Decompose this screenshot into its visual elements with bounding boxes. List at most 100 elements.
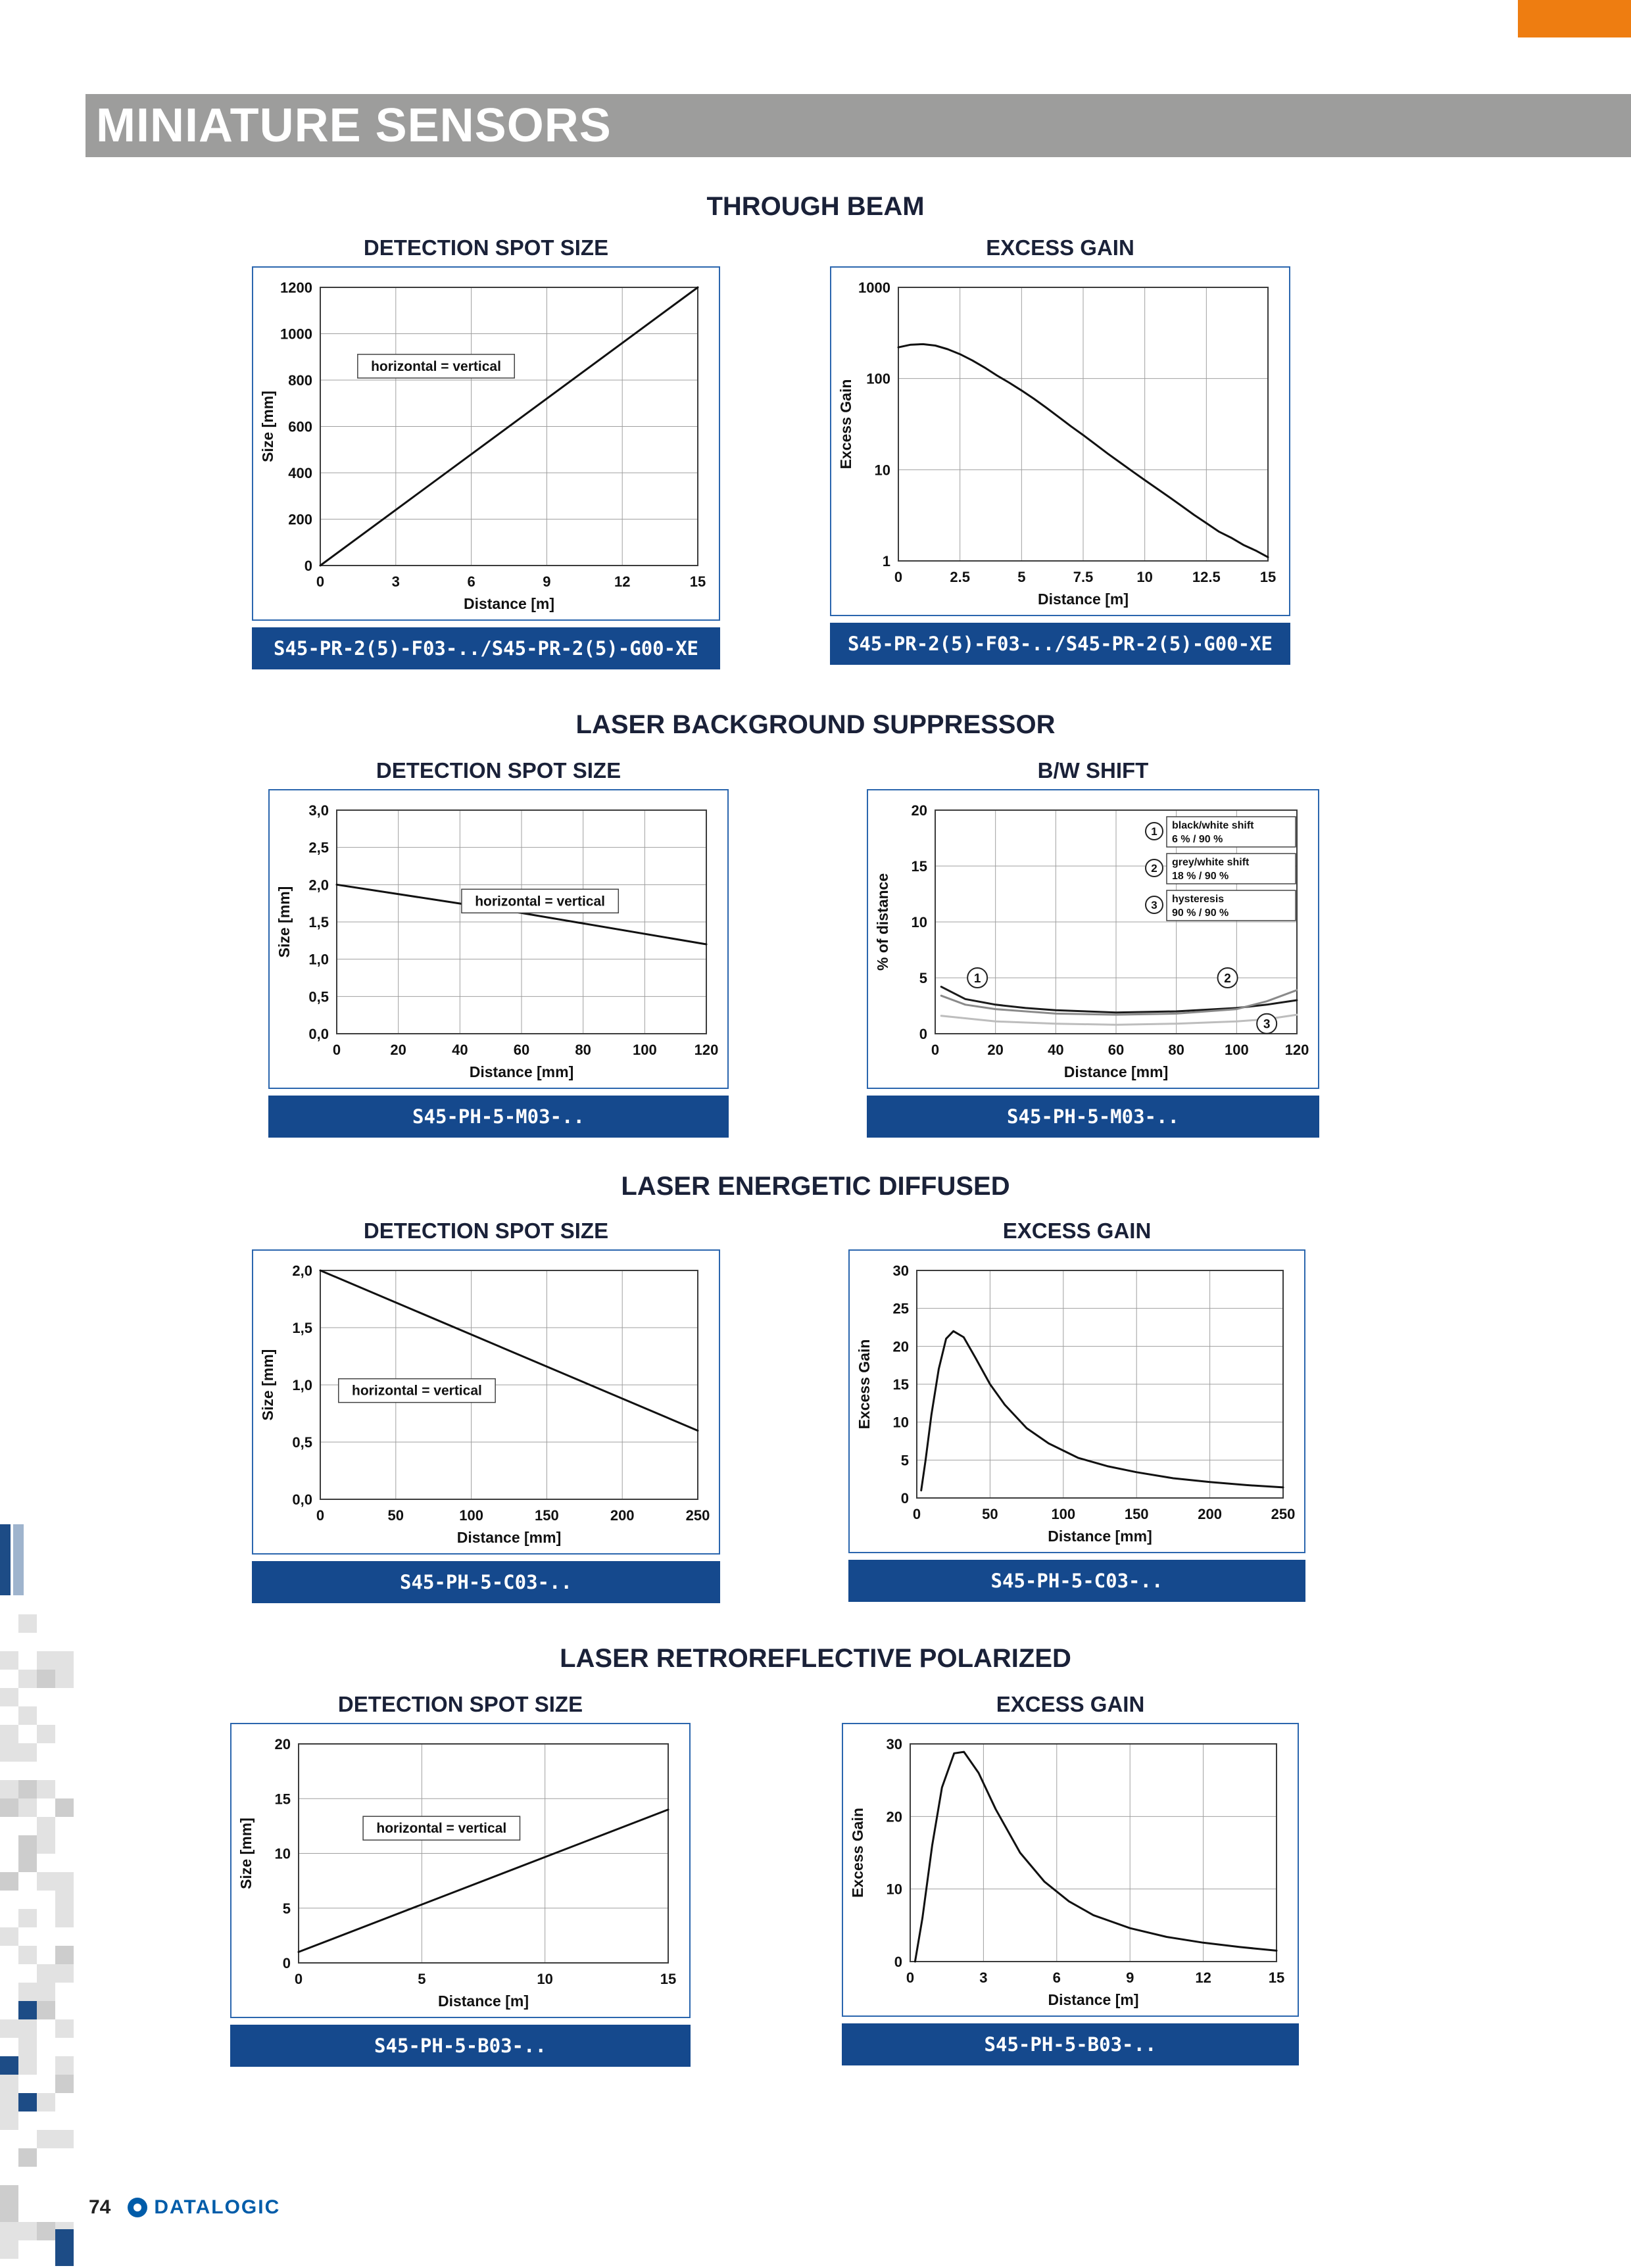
svg-text:Distance [m]: Distance [m]	[464, 595, 554, 612]
svg-text:0: 0	[304, 558, 312, 574]
svg-text:9: 9	[543, 573, 550, 590]
svg-text:horizontal = vertical: horizontal = vertical	[371, 359, 501, 374]
left-edge-bar-dark	[0, 1524, 11, 1595]
svg-text:2: 2	[1224, 972, 1231, 986]
svg-text:0: 0	[906, 1969, 914, 1986]
svg-text:80: 80	[1168, 1042, 1184, 1058]
svg-text:5: 5	[919, 970, 927, 986]
svg-text:15: 15	[660, 1971, 676, 1987]
svg-text:3,0: 3,0	[308, 802, 329, 819]
chart-block-energetic-spot: DETECTION SPOT SIZE 0 50 100 150 200 250 0,0 0,…	[252, 1218, 720, 1603]
chart-caption-bgs-bw-shift: S45-PH-5-M03-..	[867, 1096, 1319, 1138]
chart-canvas-retro-gain: 0 3 6 9 12 15 0 10 20 30 Distance [m] Excess Gain	[843, 1724, 1298, 2015]
svg-text:100: 100	[459, 1507, 483, 1524]
chart-canvas-energetic-spot: 0 50 100 150 200 250 0,0 0,5 1,0 1,5 2,0 Distance […	[253, 1251, 719, 1553]
chart-block-bgs-spot: DETECTION SPOT SIZE 0 20 40 60 80 100 120 0,0 0,…	[268, 758, 729, 1138]
page-title: MINIATURE SENSORS	[96, 99, 612, 152]
svg-text:0: 0	[913, 1506, 921, 1522]
chart-title-energetic-spot: DETECTION SPOT SIZE	[363, 1218, 609, 1243]
svg-text:600: 600	[288, 419, 312, 435]
svg-text:400: 400	[288, 465, 312, 481]
svg-text:20: 20	[275, 1736, 291, 1752]
svg-text:Size [mm]: Size [mm]	[259, 1349, 276, 1421]
svg-text:1,5: 1,5	[292, 1320, 312, 1336]
svg-text:90 % / 90 %: 90 % / 90 %	[1172, 907, 1229, 919]
svg-text:Distance [mm]: Distance [mm]	[457, 1529, 561, 1546]
svg-text:Distance [m]: Distance [m]	[1048, 1991, 1138, 2008]
svg-text:0: 0	[316, 573, 324, 590]
svg-text:1,0: 1,0	[308, 952, 329, 968]
svg-text:10: 10	[912, 914, 927, 930]
svg-text:2.5: 2.5	[950, 569, 970, 585]
svg-text:3: 3	[1263, 1018, 1271, 1032]
svg-text:0: 0	[283, 1955, 291, 1971]
decorative-blue-square	[55, 2229, 74, 2266]
chart-caption-through-beam-spot: S45-PR-2(5)-F03-../S45-PR-2(5)-G00-XE	[252, 627, 720, 669]
svg-text:10: 10	[893, 1414, 909, 1431]
svg-text:15: 15	[912, 858, 927, 875]
svg-text:12.5: 12.5	[1192, 569, 1221, 585]
svg-text:10: 10	[887, 1881, 902, 1898]
svg-text:horizontal = vertical: horizontal = vertical	[352, 1384, 482, 1399]
svg-text:1: 1	[1151, 825, 1157, 838]
svg-text:0: 0	[919, 1026, 927, 1042]
chart-caption-retro-gain: S45-PH-5-B03-..	[842, 2023, 1299, 2065]
chart-caption-through-beam-gain: S45-PR-2(5)-F03-../S45-PR-2(5)-G00-XE	[830, 623, 1290, 665]
svg-text:0,0: 0,0	[308, 1026, 329, 1042]
footer: 74 DATALOGIC	[89, 2196, 280, 2219]
svg-text:5: 5	[901, 1452, 909, 1468]
chart-frame: 0 3 6 9 12 15 0 200 400 600 800 1000 1200 Distance [m…	[252, 266, 720, 621]
svg-text:2,0: 2,0	[308, 877, 329, 893]
datalogic-logo-icon	[128, 2198, 148, 2217]
svg-text:0,5: 0,5	[308, 988, 329, 1005]
svg-text:20: 20	[887, 1808, 902, 1825]
svg-text:10: 10	[1136, 569, 1152, 585]
svg-text:60: 60	[1108, 1042, 1124, 1058]
svg-text:20: 20	[912, 802, 927, 819]
svg-text:12: 12	[614, 573, 630, 590]
svg-text:10: 10	[537, 1971, 552, 1987]
chart-title-through-beam-gain: EXCESS GAIN	[986, 235, 1134, 260]
chart-block-bgs-bw-shift: B/W SHIFT 0 20 40 60 80 100 120 0 5 10 15 20 Distanc…	[867, 758, 1319, 1138]
svg-text:150: 150	[535, 1507, 559, 1524]
svg-text:1000: 1000	[280, 326, 312, 343]
svg-text:100: 100	[1051, 1506, 1075, 1522]
svg-text:horizontal = vertical: horizontal = vertical	[376, 1821, 506, 1836]
svg-text:100: 100	[1225, 1042, 1249, 1058]
chart-canvas-retro-spot: 0 5 10 15 0 5 10 15 20 Distance [m] Size [mm] horiz…	[231, 1724, 689, 2017]
chart-frame: 0 20 40 60 80 100 120 0,0 0,5 1,0 1,5 2,0 2,5 3,0 Dist…	[268, 789, 729, 1089]
svg-text:30: 30	[887, 1736, 902, 1752]
chart-caption-energetic-spot: S45-PH-5-C03-..	[252, 1561, 720, 1603]
svg-text:Distance [m]: Distance [m]	[438, 1992, 529, 2010]
svg-text:5: 5	[1017, 569, 1025, 585]
svg-text:5: 5	[283, 1900, 291, 1917]
svg-text:1200: 1200	[280, 279, 312, 296]
svg-text:Excess Gain: Excess Gain	[837, 379, 854, 470]
svg-text:25: 25	[893, 1301, 909, 1317]
svg-text:0: 0	[333, 1042, 341, 1058]
svg-text:100: 100	[633, 1042, 657, 1058]
svg-text:80: 80	[575, 1042, 591, 1058]
svg-text:40: 40	[452, 1042, 468, 1058]
chart-canvas-through-beam-spot: 0 3 6 9 12 15 0 200 400 600 800 1000 1200 Distance [m…	[253, 268, 719, 619]
chart-canvas-bgs-bw-shift: 0 20 40 60 80 100 120 0 5 10 15 20 Distance [mm] % of…	[868, 790, 1318, 1088]
svg-text:Distance [m]: Distance [m]	[1038, 591, 1129, 608]
svg-text:250: 250	[686, 1507, 710, 1524]
svg-text:7.5: 7.5	[1073, 569, 1094, 585]
svg-text:2: 2	[1151, 862, 1157, 875]
svg-text:20: 20	[893, 1338, 909, 1355]
orange-corner-decoration	[1518, 0, 1631, 37]
svg-text:40: 40	[1048, 1042, 1063, 1058]
svg-text:120: 120	[1285, 1042, 1309, 1058]
svg-text:hysteresis: hysteresis	[1172, 894, 1224, 905]
svg-text:Distance [mm]: Distance [mm]	[1048, 1528, 1152, 1545]
svg-text:100: 100	[866, 371, 890, 387]
chart-canvas-bgs-spot: 0 20 40 60 80 100 120 0,0 0,5 1,0 1,5 2,0 2,5 3,0 Dist…	[270, 790, 727, 1088]
svg-text:1000: 1000	[858, 279, 890, 296]
svg-text:grey/white shift: grey/white shift	[1172, 857, 1250, 868]
svg-text:6 % / 90 %: 6 % / 90 %	[1172, 834, 1223, 845]
svg-text:250: 250	[1271, 1506, 1296, 1522]
svg-text:60: 60	[514, 1042, 529, 1058]
svg-text:120: 120	[694, 1042, 719, 1058]
